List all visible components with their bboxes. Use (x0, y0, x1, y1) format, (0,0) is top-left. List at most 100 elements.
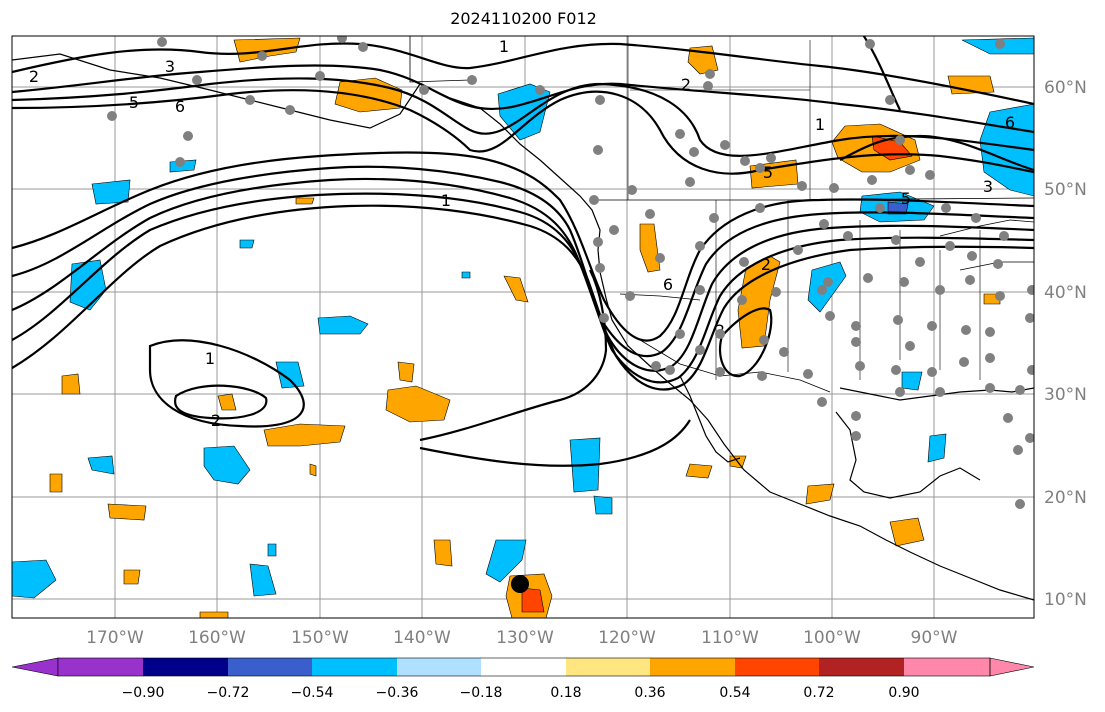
anomaly-positive (639, 223, 661, 273)
station-dot (993, 259, 1003, 269)
anomaly-positive (309, 463, 317, 477)
station-dot (757, 371, 767, 381)
contour-label: 6 (1005, 113, 1015, 132)
station-dot (959, 357, 969, 367)
station-dot (895, 135, 905, 145)
station-dot (535, 85, 545, 95)
station-dot (995, 291, 1005, 301)
longitude-label: 130°W (496, 628, 554, 648)
station-dot (175, 157, 185, 167)
colorbar-segment (650, 658, 735, 676)
station-dot (599, 313, 609, 323)
colorbar-tick-label: 0.54 (719, 685, 750, 701)
anomaly-positive (805, 483, 835, 505)
anomaly-positive (295, 197, 315, 205)
anomaly-positive (685, 463, 713, 479)
station-dot (891, 235, 901, 245)
station-dot (740, 156, 750, 166)
colorbar-segment (58, 658, 143, 676)
station-dot (467, 75, 477, 85)
contours (12, 36, 1034, 467)
station-dot (625, 291, 635, 301)
station-dot (766, 153, 776, 163)
station-dot (875, 203, 885, 213)
anomaly-positive (433, 539, 453, 567)
colorbar-segment (566, 658, 650, 676)
station-dot (609, 225, 619, 235)
station-dot (797, 181, 807, 191)
contour-label: 1 (441, 191, 451, 210)
station-dot (665, 365, 675, 375)
station-dot (358, 42, 368, 52)
anomaly-strong (521, 587, 545, 613)
station-dot (737, 295, 747, 305)
station-dot (803, 369, 813, 379)
station-dot (867, 175, 877, 185)
station-dot (627, 185, 637, 195)
colorbar (11, 657, 1035, 677)
station-dot (819, 219, 829, 229)
anomaly-negative (461, 271, 471, 279)
contour-labels: 2 3 5 6 1 1 2 2 1 5 3 6 5 2 6 2 1 (29, 37, 1015, 430)
colorbar-tick-label: −0.90 (122, 685, 165, 701)
station-dot (593, 237, 603, 247)
station-dot (759, 335, 769, 345)
longitude-label: 140°W (393, 628, 451, 648)
colorbar-ticks: −0.90 −0.72 −0.54 −0.36 −0.18 0.18 0.36 … (122, 685, 920, 701)
contour-label: 3 (165, 57, 175, 76)
anomaly-positive (385, 385, 451, 423)
anomaly-negative (317, 315, 369, 335)
colorbar-segment (228, 658, 312, 676)
map-title: 2024110200 F012 (450, 9, 597, 28)
station-dot (645, 209, 655, 219)
anomaly-positive (737, 255, 781, 349)
station-dot (999, 231, 1009, 241)
station-dot (851, 337, 861, 347)
station-dot (689, 147, 699, 157)
longitude-label: 90°W (911, 628, 958, 648)
station-dot (935, 285, 945, 295)
coastlines (12, 36, 1034, 601)
station-dot (705, 69, 715, 79)
colorbar-segment (481, 658, 566, 676)
station-dot (823, 277, 833, 287)
contour-label: 2 (761, 255, 771, 274)
longitude-label: 160°W (188, 628, 246, 648)
station-dot (895, 387, 905, 397)
station-dot (709, 213, 719, 223)
station-dot (935, 387, 945, 397)
anomaly-negative (901, 371, 923, 391)
anomaly-negative (927, 433, 947, 463)
colorbar-segment (735, 658, 819, 676)
station-dot (965, 275, 975, 285)
station-dot (695, 345, 705, 355)
station-dot (1025, 433, 1034, 443)
anomaly-negative (485, 539, 527, 583)
station-dot (941, 203, 951, 213)
anomaly-positive (233, 37, 301, 63)
colorbar-segment (143, 658, 228, 676)
colorbar-segment (312, 658, 397, 676)
station-dot (593, 145, 603, 155)
colorbar-tick-label: 0.18 (550, 685, 581, 701)
anomaly-negative (203, 445, 251, 485)
station-dot (589, 195, 599, 205)
station-dot (891, 365, 901, 375)
latitude-label: 60°N (1044, 78, 1087, 98)
map-frame (11, 35, 1035, 619)
contour-label: 6 (663, 275, 673, 294)
anomaly-negative (275, 361, 305, 389)
latitude-label: 20°N (1044, 488, 1087, 508)
station-dot (655, 253, 665, 263)
anomaly-positive (61, 373, 81, 395)
anomaly-positive (397, 361, 415, 383)
station-dot (715, 367, 725, 377)
longitude-label: 170°W (86, 628, 144, 648)
station-dot (1015, 499, 1025, 509)
colorbar-segment (397, 658, 481, 676)
contour-label: 2 (681, 75, 691, 94)
colorbar-extend-high (989, 657, 1035, 677)
latitude-labels: 60°N 50°N 40°N 30°N 20°N 10°N (1044, 78, 1087, 610)
station-dot (843, 231, 853, 241)
anomaly-negative (91, 179, 131, 205)
